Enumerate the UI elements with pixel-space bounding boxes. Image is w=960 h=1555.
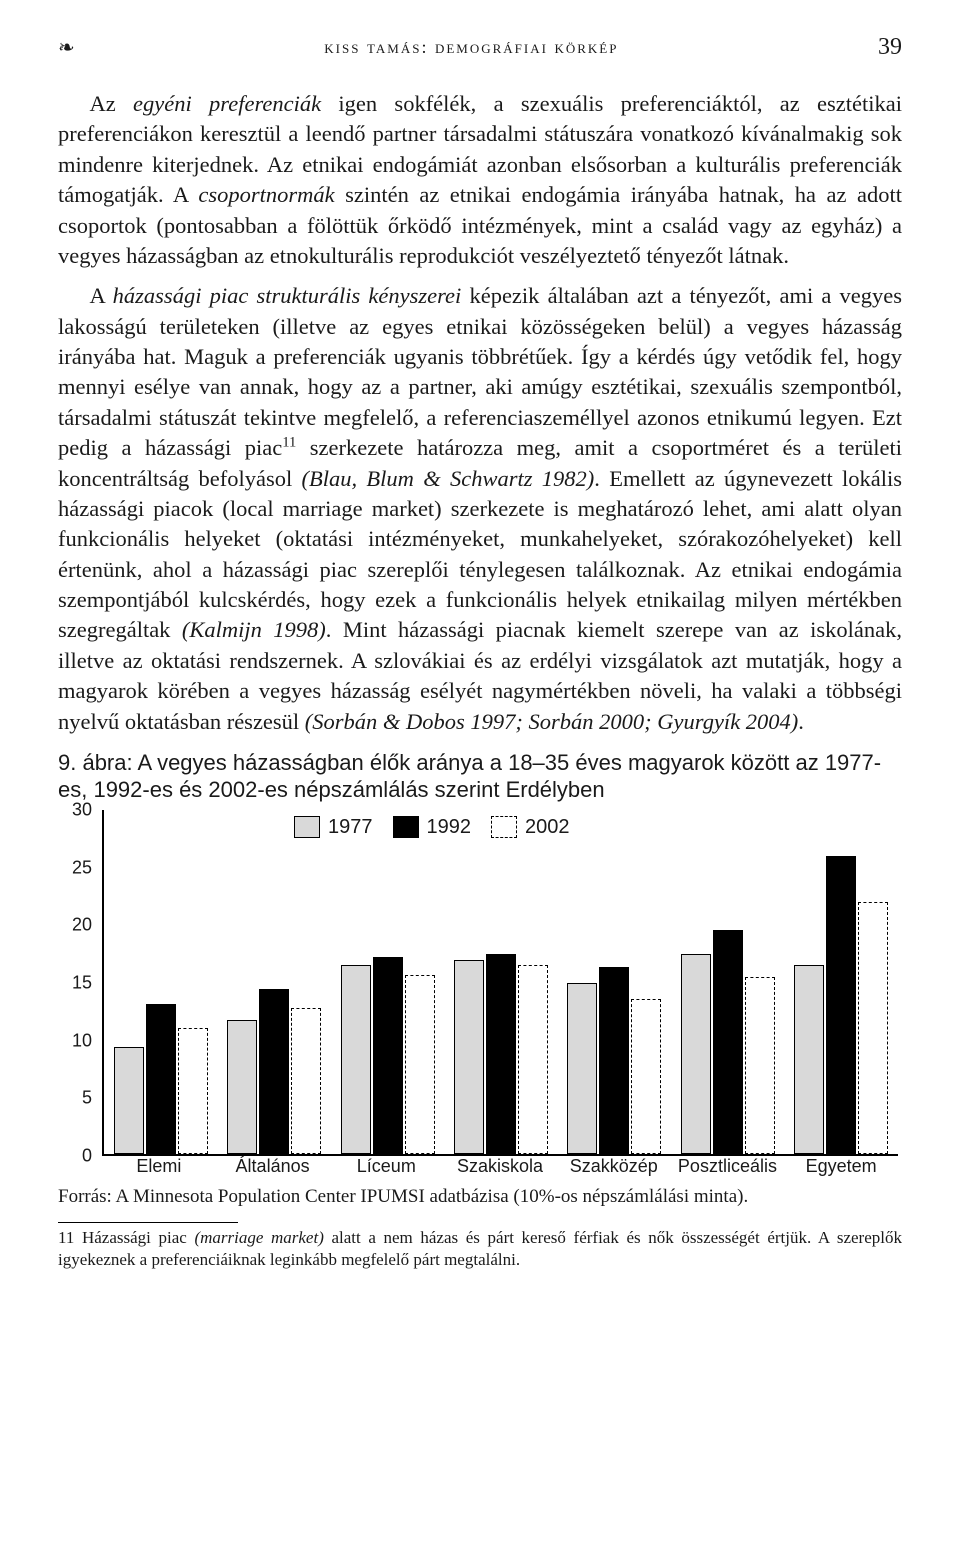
paragraph-1: Az egyéni preferenciák igen sokfélék, a …	[58, 89, 902, 271]
x-axis-labels: ElemiÁltalánosLíceumSzakiskolaSzakközépP…	[102, 1156, 898, 1180]
bar	[631, 999, 661, 1154]
y-tick-label: 25	[72, 857, 92, 878]
x-tick-label: Elemi	[102, 1156, 216, 1180]
bar	[114, 1047, 144, 1154]
x-tick-label: Egyetem	[784, 1156, 898, 1180]
y-tick-label: 5	[82, 1088, 92, 1109]
bar	[713, 930, 743, 1154]
bar	[486, 954, 516, 1154]
running-header: ❧ kiss tamás: demográfiai körkép 39	[58, 34, 902, 61]
y-axis: 051015202530	[58, 810, 98, 1156]
bar-group	[558, 810, 671, 1154]
bar	[567, 983, 597, 1154]
bar	[826, 856, 856, 1154]
bar	[146, 1004, 176, 1154]
bar	[454, 960, 484, 1154]
x-tick-label: Líceum	[329, 1156, 443, 1180]
bar-chart: 051015202530 1977 1992 2002 ElemiÁltalán…	[58, 810, 898, 1180]
x-tick-label: Szakiskola	[443, 1156, 557, 1180]
bar-group	[104, 810, 217, 1154]
bar	[745, 977, 775, 1154]
y-tick-label: 10	[72, 1030, 92, 1051]
page-number: 39	[868, 34, 902, 61]
bar	[681, 954, 711, 1154]
bar-group	[331, 810, 444, 1154]
bar	[794, 965, 824, 1154]
x-tick-label: Szakközép	[557, 1156, 671, 1180]
figure-source: Forrás: A Minnesota Population Center IP…	[58, 1186, 902, 1208]
bar	[405, 975, 435, 1154]
footnote-ref-11: 11	[282, 435, 296, 451]
bar-group	[671, 810, 784, 1154]
bar	[178, 1028, 208, 1154]
plot-area: 1977 1992 2002	[102, 810, 898, 1156]
running-head-text: kiss tamás: demográfiai körkép	[75, 37, 868, 58]
y-tick-label: 0	[82, 1145, 92, 1166]
footnote-rule	[58, 1222, 238, 1223]
bar	[227, 1020, 257, 1154]
x-tick-label: Általános	[216, 1156, 330, 1180]
y-tick-label: 30	[72, 799, 92, 820]
bar-groups	[104, 810, 898, 1154]
bar	[599, 967, 629, 1154]
figure-caption: 9. ábra: A vegyes házasságban élők arány…	[58, 749, 902, 804]
bar	[518, 965, 548, 1154]
ornament-icon: ❧	[58, 38, 75, 58]
bar	[858, 902, 888, 1154]
footnote-11: 11 Házassági piac (marriage market) alat…	[58, 1227, 902, 1271]
bar-group	[785, 810, 898, 1154]
bar	[259, 989, 289, 1154]
y-tick-label: 20	[72, 915, 92, 936]
y-tick-label: 15	[72, 972, 92, 993]
bar	[373, 957, 403, 1154]
bar-group	[217, 810, 330, 1154]
bar	[291, 1008, 321, 1154]
paragraph-2: A házassági piac strukturális kényszerei…	[58, 281, 902, 737]
bar	[341, 965, 371, 1154]
bar-group	[444, 810, 557, 1154]
x-tick-label: Posztliceális	[671, 1156, 785, 1180]
